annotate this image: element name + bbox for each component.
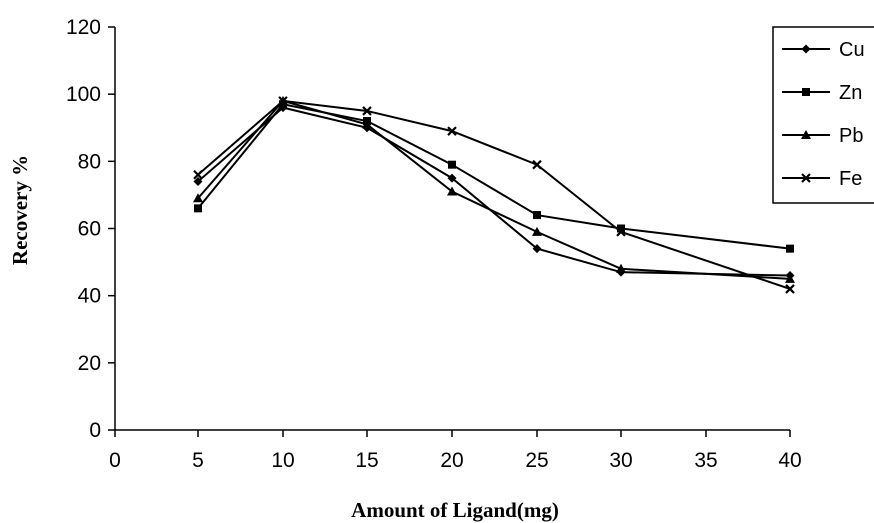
data-point — [447, 126, 457, 136]
y-axis-title: Recovery % — [8, 155, 32, 265]
data-point — [616, 227, 626, 237]
legend-label: Pb — [839, 125, 863, 147]
legend-marker — [801, 44, 811, 54]
legend-item-cu: Cu — [782, 39, 865, 61]
data-point — [193, 169, 203, 180]
series-layer — [193, 95, 795, 294]
x-tick-label: 15 — [355, 449, 378, 472]
y-tick-label: 80 — [78, 150, 101, 173]
x-tick-label: 5 — [192, 449, 204, 472]
data-point — [447, 186, 457, 196]
series-line — [197, 103, 791, 250]
data-point — [785, 284, 795, 294]
legend-label: Cu — [839, 39, 865, 61]
legend-item-pb: Pb — [782, 125, 863, 147]
legend-label: Zn — [839, 82, 862, 104]
data-point — [278, 96, 288, 106]
data-point — [448, 160, 456, 169]
x-tick-label: 10 — [271, 449, 294, 472]
y-tick-label: 120 — [66, 16, 101, 39]
x-tick-label: 35 — [694, 449, 717, 472]
legend: Cu Zn Pb Fe — [772, 26, 874, 204]
legend-marker — [801, 173, 811, 183]
legend-label: Fe — [839, 168, 862, 190]
data-point — [193, 193, 203, 203]
series-cu — [193, 103, 795, 281]
data-point — [447, 173, 457, 183]
axes: 0 20 40 60 80 100 120 0 5 10 15 20 25 30 35 40 — [66, 16, 802, 472]
series-line — [197, 99, 791, 290]
data-point — [362, 106, 372, 116]
series-line — [197, 106, 791, 277]
data-point — [616, 263, 626, 273]
data-point — [786, 244, 794, 253]
legend-item-fe: Fe — [782, 168, 862, 190]
data-point — [532, 226, 542, 236]
data-point — [194, 204, 202, 213]
x-tick-label: 25 — [525, 449, 548, 472]
data-point — [533, 211, 541, 220]
x-tick-label: 40 — [778, 449, 801, 472]
data-point — [617, 224, 625, 233]
y-tick-label: 0 — [89, 419, 101, 442]
x-tick-label: 20 — [440, 449, 463, 472]
y-tick-label: 20 — [78, 352, 101, 375]
legend-item-zn: Zn — [782, 82, 862, 104]
legend-box — [772, 26, 874, 204]
series-zn — [194, 100, 794, 253]
y-tick-label: 40 — [78, 285, 101, 308]
series-fe — [193, 96, 795, 294]
x-axis-title: Amount of Ligand(mg) — [351, 498, 559, 522]
data-point — [532, 159, 542, 170]
x-tick-label: 30 — [609, 449, 632, 472]
data-point — [785, 273, 795, 283]
legend-marker — [802, 88, 810, 96]
y-tick-label: 100 — [66, 83, 101, 106]
data-point — [532, 244, 542, 254]
data-point — [193, 176, 203, 186]
legend-marker — [801, 130, 811, 139]
x-tick-label: 0 — [109, 449, 121, 472]
data-point — [362, 119, 372, 129]
y-tick-label: 60 — [78, 218, 101, 241]
